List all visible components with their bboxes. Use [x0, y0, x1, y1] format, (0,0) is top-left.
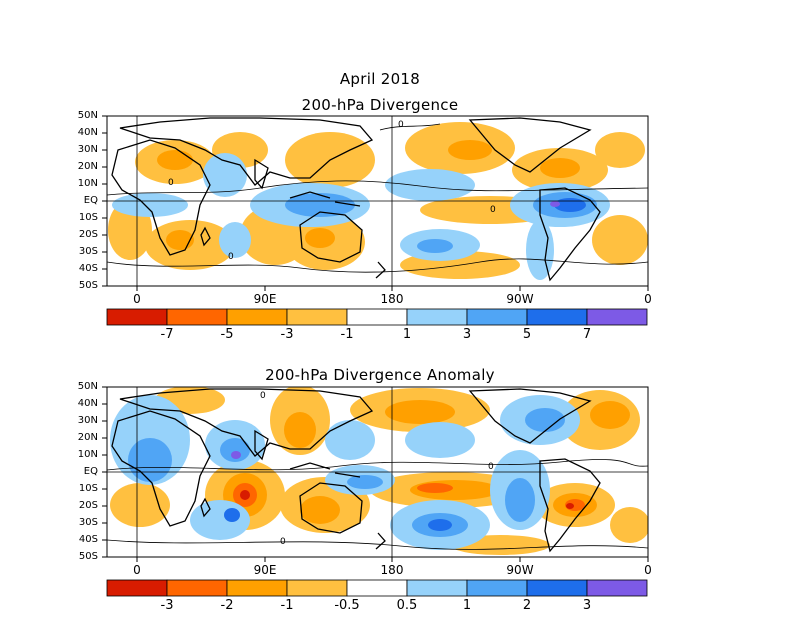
colorbar-label: 3	[462, 327, 472, 342]
continent-outlines-2	[111, 388, 601, 553]
contour-label: 0	[228, 252, 234, 262]
latitude-label: 10S	[78, 212, 98, 223]
colorbar-swatch	[466, 308, 528, 326]
colorbar-swatch	[166, 579, 228, 597]
colorbar-swatch	[526, 579, 588, 597]
colorbar-label: 0.5	[396, 598, 418, 613]
latitude-label: 20N	[77, 161, 98, 172]
latitude-label: 40S	[78, 534, 98, 545]
contour-label: 0	[398, 120, 404, 130]
continent-outlines	[111, 117, 601, 282]
longitude-label: 180	[380, 563, 404, 577]
colorbar-label: 1	[462, 598, 472, 613]
colorbar-anomaly	[106, 579, 648, 597]
latitude-label: 50S	[78, 551, 98, 562]
colorbar-swatch	[406, 579, 468, 597]
longitude-label: 0	[644, 563, 652, 577]
colorbar-label: 7	[582, 327, 592, 342]
latitude-label: 50S	[78, 280, 98, 291]
colorbar-label: -1	[280, 598, 294, 613]
latitude-label: 20S	[78, 500, 98, 511]
colorbar-swatch	[346, 308, 408, 326]
colorbar-label: -3	[280, 327, 294, 342]
longitude-label: 180	[380, 292, 404, 306]
colorbar-swatch	[286, 308, 348, 326]
latitude-label: 20N	[77, 432, 98, 443]
latitude-label: 40N	[77, 127, 98, 138]
colorbar-label: -1	[340, 327, 354, 342]
colorbar-swatch	[166, 308, 228, 326]
latitude-label: 30S	[78, 517, 98, 528]
latitude-label: 40S	[78, 263, 98, 274]
colorbar-swatch	[346, 579, 408, 597]
longitude-label: 90E	[253, 292, 277, 306]
latitude-label: 50N	[77, 381, 98, 392]
contour-label: 0	[488, 462, 494, 472]
contour-label: 0	[260, 391, 266, 401]
longitude-label: 0	[644, 292, 652, 306]
colorbar-label: -2	[220, 598, 234, 613]
colorbar-label: 2	[522, 598, 532, 613]
latitude-label: 50N	[77, 110, 98, 121]
latitude-label: EQ	[83, 466, 98, 477]
longitude-label: 0	[133, 292, 141, 306]
divergence-title: 200-hPa Divergence	[301, 96, 459, 114]
latitude-label: EQ	[83, 195, 98, 206]
colorbar-swatch	[226, 579, 288, 597]
contour-label: 0	[490, 205, 496, 215]
colorbar-swatch	[526, 308, 588, 326]
longitude-label: 90W	[506, 563, 534, 577]
colorbar-swatch	[226, 308, 288, 326]
latitude-label: 30N	[77, 144, 98, 155]
colorbar-swatch	[586, 579, 648, 597]
latitude-label: 40N	[77, 398, 98, 409]
colorbar-label: 1	[402, 327, 412, 342]
map1-gridlines	[107, 116, 648, 286]
colorbar-swatch	[406, 308, 468, 326]
longitude-label: 90W	[506, 292, 534, 306]
colorbar-swatch	[466, 579, 528, 597]
colorbar-label: -0.5	[334, 598, 360, 613]
longitude-label: 0	[133, 563, 141, 577]
contour-label: 0	[168, 178, 174, 188]
longitude-label: 90E	[253, 563, 277, 577]
colorbar-label: -5	[220, 327, 234, 342]
colorbar-label: 3	[582, 598, 592, 613]
latitude-label: 20S	[78, 229, 98, 240]
latitude-label: 30N	[77, 415, 98, 426]
anomaly-title: 200-hPa Divergence Anomaly	[265, 366, 495, 384]
colorbar-label: -3	[160, 598, 174, 613]
colorbar-swatch	[106, 308, 168, 326]
colorbar-divergence	[106, 308, 648, 326]
colorbar-swatch	[106, 579, 168, 597]
contour-label: 0	[280, 537, 286, 547]
map2-gridlines	[107, 387, 648, 557]
colorbar-label: -7	[160, 327, 174, 342]
latitude-label: 10N	[77, 178, 98, 189]
latitude-label: 10N	[77, 449, 98, 460]
anomaly-map	[107, 387, 648, 557]
date-title: April 2018	[339, 70, 421, 88]
latitude-label: 10S	[78, 483, 98, 494]
colorbar-swatch	[286, 579, 348, 597]
colorbar-label: 5	[522, 327, 532, 342]
latitude-label: 30S	[78, 246, 98, 257]
colorbar-swatch	[586, 308, 648, 326]
